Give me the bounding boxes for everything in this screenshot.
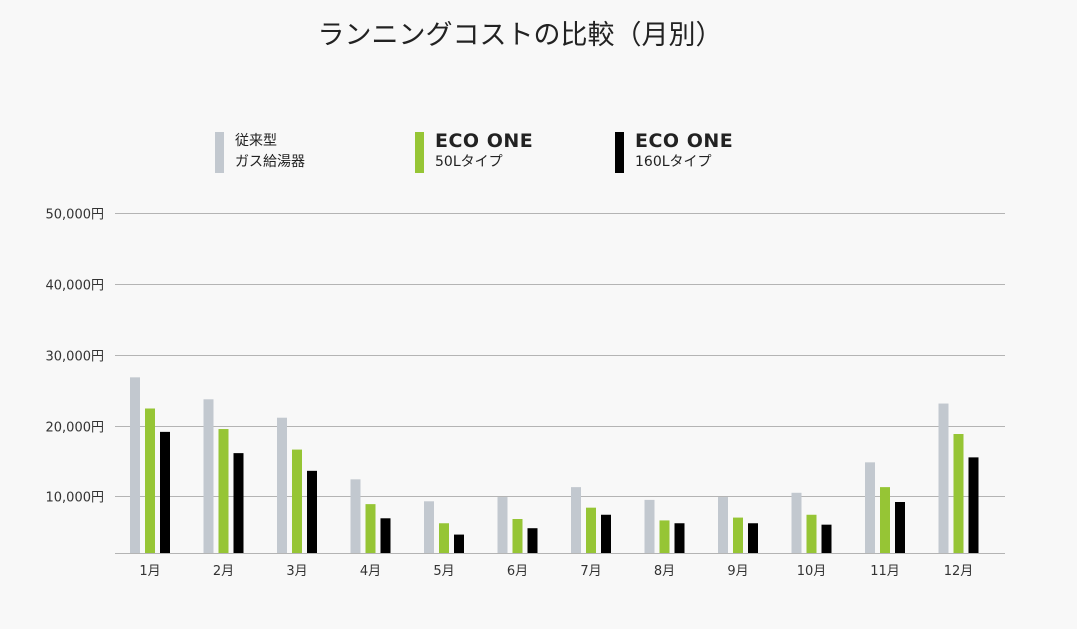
x-tick-label: 5月 — [433, 564, 454, 579]
x-tick-label: 12月 — [944, 564, 974, 579]
bar — [644, 499, 655, 553]
bar — [145, 408, 155, 553]
legend-swatch-gas-heater — [215, 132, 224, 173]
y-tick-label: 50,000円 — [46, 208, 105, 223]
legend-label-line1: 従来型 — [235, 133, 277, 149]
y-tick-label: 30,000円 — [46, 350, 105, 365]
bar — [512, 519, 523, 553]
bar — [424, 501, 434, 553]
x-tick-label: 7月 — [580, 564, 601, 579]
x-tick-label: 10月 — [797, 564, 827, 579]
y-tick-label: 40,000円 — [46, 279, 105, 294]
bar — [880, 487, 890, 553]
bar — [586, 507, 596, 553]
bar — [718, 497, 728, 553]
bar — [350, 479, 361, 553]
legend-swatch-ecoone-50l — [415, 132, 424, 173]
bar — [203, 399, 214, 553]
bar — [218, 429, 229, 553]
legend-label-line1: ECO ONE — [435, 130, 534, 152]
x-tick-label: 4月 — [360, 564, 381, 579]
bar — [748, 523, 758, 553]
bar — [365, 504, 376, 553]
bar — [160, 431, 170, 553]
legend-swatch-ecoone-160l — [615, 132, 624, 173]
x-tick-label: 2月 — [213, 564, 234, 579]
x-tick-label: 11月 — [870, 564, 900, 579]
bar — [380, 518, 391, 553]
bar — [307, 470, 317, 553]
y-tick-label: 10,000円 — [46, 491, 105, 506]
bar — [865, 462, 875, 553]
x-tick-label: 8月 — [654, 564, 675, 579]
y-tick-label: 20,000円 — [46, 421, 105, 436]
bar — [821, 524, 832, 553]
legend-label-line1: ECO ONE — [635, 130, 734, 152]
x-tick-label: 3月 — [286, 564, 307, 579]
legend-label-line2: 160Lタイプ — [635, 154, 712, 170]
bar — [806, 514, 817, 553]
bar — [791, 492, 802, 553]
bar — [527, 528, 538, 553]
bar — [439, 523, 449, 553]
bar — [733, 517, 743, 553]
bar — [659, 520, 670, 553]
bar — [233, 453, 244, 553]
bar — [571, 487, 581, 553]
x-tick-label: 1月 — [139, 564, 160, 579]
bar — [968, 457, 979, 553]
legend-label-line2: 50Lタイプ — [435, 154, 503, 170]
bar — [130, 377, 140, 553]
bar — [674, 523, 685, 553]
bar — [454, 534, 464, 553]
x-tick-label: 9月 — [727, 564, 748, 579]
bar — [895, 502, 905, 553]
bar — [601, 514, 611, 553]
bar — [938, 403, 949, 553]
legend-label-line2: ガス給湯器 — [235, 154, 305, 170]
bar — [277, 417, 287, 553]
bar — [292, 449, 302, 553]
bar — [953, 434, 964, 553]
x-tick-label: 6月 — [507, 564, 528, 579]
bar — [497, 497, 508, 553]
chart-title: ランニングコストの比較（月別） — [317, 20, 723, 51]
